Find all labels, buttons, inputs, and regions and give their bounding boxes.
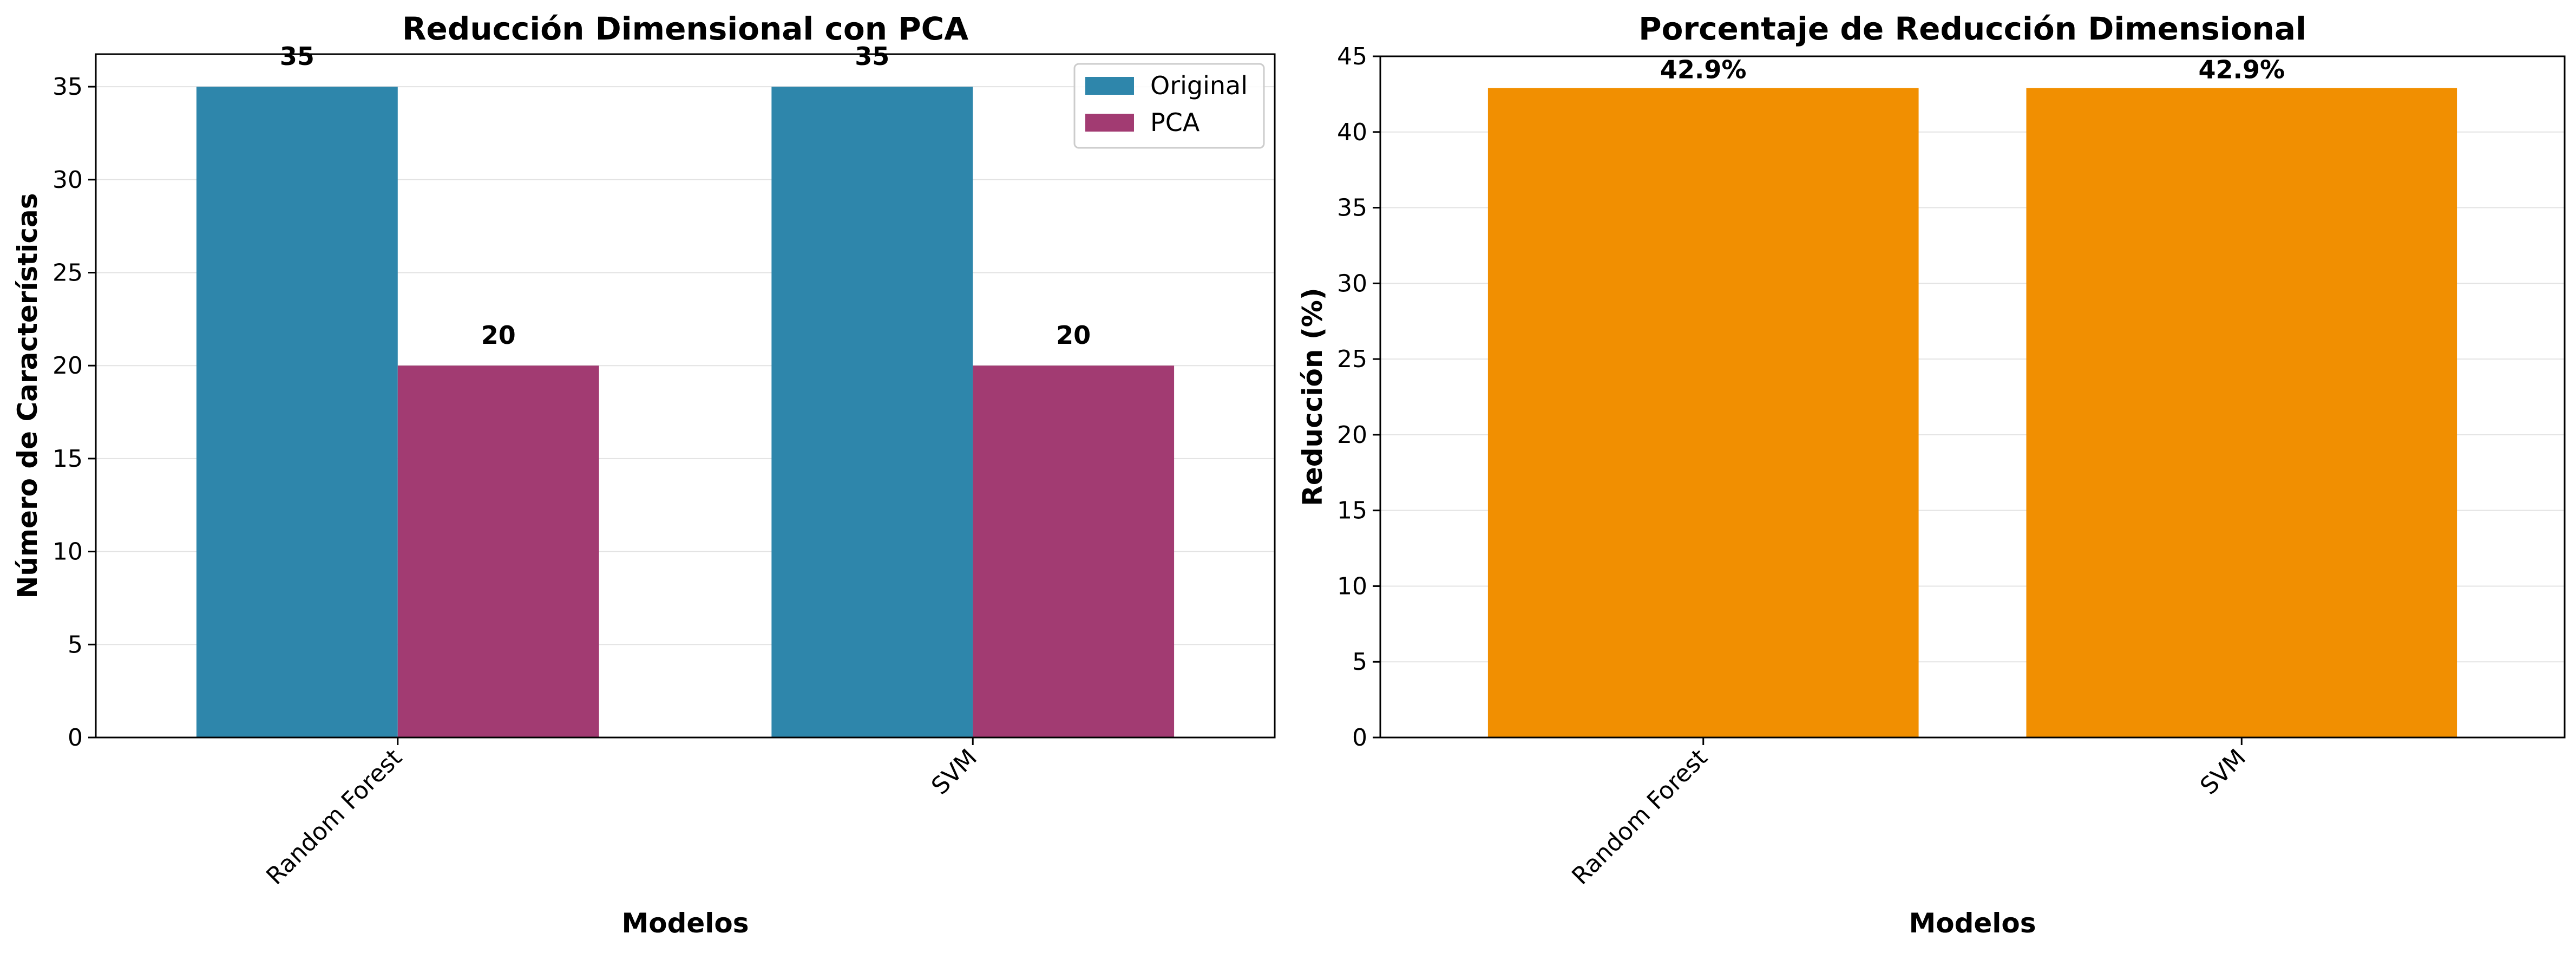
chart-title: Reducción Dimensional con PCA <box>402 10 968 47</box>
x-tick-label-svm: SVM <box>2195 744 2251 800</box>
bar-pca-svm <box>973 365 1175 737</box>
data-label-svm: 42.9% <box>2198 55 2285 84</box>
data-label-pca-random-forest: 20 <box>481 321 516 350</box>
y-tick-label-5: 5 <box>1352 648 1367 676</box>
y-axis-label: Número de Características <box>12 193 43 599</box>
y-tick-label-45: 45 <box>1337 43 1367 70</box>
y-tick-label-10: 10 <box>53 538 83 566</box>
x-axis-label: Modelos <box>1909 908 2036 939</box>
y-axis-label: Reducción (%) <box>1297 288 1328 506</box>
y-tick-label-35: 35 <box>53 73 83 101</box>
data-labels: 35 35 20 20 <box>280 42 1091 350</box>
x-axis-ticks: Random Forest SVM <box>1566 737 2251 890</box>
y-tick-label-35: 35 <box>1337 194 1367 222</box>
y-tick-label-25: 25 <box>1337 345 1367 373</box>
data-label-random-forest: 42.9% <box>1660 55 1747 84</box>
bar-random-forest <box>1487 88 1919 737</box>
y-tick-label-40: 40 <box>1337 119 1367 146</box>
plot-frame <box>1379 55 2566 739</box>
y-tick-label-15: 15 <box>53 445 83 473</box>
legend-swatch-original <box>1085 77 1134 95</box>
y-tick-label-15: 15 <box>1337 497 1367 525</box>
plot-frame <box>95 53 1276 739</box>
bars <box>196 87 1175 738</box>
data-labels: 42.9% 42.9% <box>1660 55 2285 84</box>
y-tick-label-0: 0 <box>68 724 83 752</box>
y-axis-ticks: 0 5 10 15 20 25 30 35 40 45 <box>1337 43 1380 752</box>
data-label-pca-svm: 20 <box>1056 321 1091 350</box>
legend: Original PCA <box>1073 63 1265 149</box>
bar-original-svm <box>771 87 973 738</box>
y-tick-label-0: 0 <box>1352 724 1367 752</box>
x-tick-label-random-forest: Random Forest <box>1566 744 1713 890</box>
y-tick-label-20: 20 <box>1337 421 1367 449</box>
legend-entry-pca: PCA <box>1150 108 1200 137</box>
bars <box>1487 88 2457 737</box>
y-tick-label-25: 25 <box>53 259 83 286</box>
y-tick-label-30: 30 <box>53 166 83 194</box>
y-axis-ticks: 0 5 10 15 20 25 30 35 <box>53 73 96 752</box>
x-tick-label-random-forest: Random Forest <box>261 744 407 890</box>
data-label-original-random-forest: 35 <box>280 42 314 71</box>
y-tick-label-5: 5 <box>68 631 83 658</box>
data-label-original-svm: 35 <box>855 42 889 71</box>
chart-title: Porcentaje de Reducción Dimensional <box>1638 10 2306 47</box>
y-tick-label-30: 30 <box>1337 270 1367 297</box>
legend-entry-original: Original <box>1150 71 1248 100</box>
bar-original-random-forest <box>196 87 398 738</box>
bar-pca-random-forest <box>397 365 599 737</box>
chart-reduction-percent: 42.9% 42.9% 0 5 10 15 20 25 30 35 40 45 Random For… <box>1297 10 2566 939</box>
y-tick-label-20: 20 <box>53 352 83 380</box>
x-axis-ticks: Random Forest SVM <box>261 737 982 890</box>
chart-feature-counts: 35 35 20 20 0 5 10 15 20 25 30 35 Random Forest SVM… <box>12 10 1276 939</box>
bar-svm <box>2026 88 2457 737</box>
x-tick-label-svm: SVM <box>926 744 982 800</box>
x-axis-label: Modelos <box>621 908 749 939</box>
y-tick-label-10: 10 <box>1337 572 1367 600</box>
legend-swatch-pca <box>1085 114 1134 132</box>
